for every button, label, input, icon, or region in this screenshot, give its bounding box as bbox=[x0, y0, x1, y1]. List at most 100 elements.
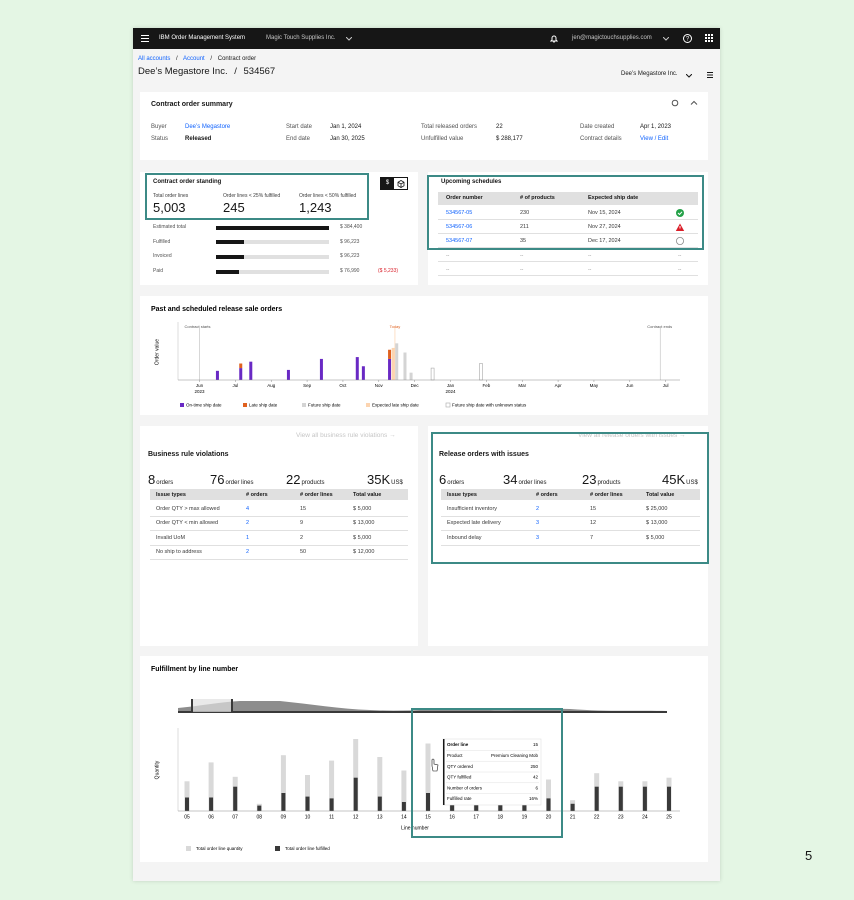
menu-icon[interactable] bbox=[141, 35, 149, 42]
x-tick-label: Apr bbox=[555, 383, 563, 388]
row-label: Fulfilled bbox=[153, 238, 171, 245]
bar bbox=[257, 805, 262, 811]
column-header: # order lines bbox=[590, 492, 623, 498]
cell: 9 bbox=[300, 520, 304, 527]
column-header: # order lines bbox=[300, 492, 333, 498]
cell[interactable]: 534567-06 bbox=[446, 224, 473, 230]
kpi-value: 35K bbox=[367, 472, 391, 487]
bar bbox=[215, 370, 219, 380]
bar bbox=[395, 343, 399, 380]
cell[interactable]: 534567-07 bbox=[446, 238, 473, 244]
apps-icon[interactable] bbox=[705, 34, 713, 42]
placeholder: -- bbox=[588, 267, 592, 273]
fulfillment-chart: Fulfillment by line number Quantity 05 06 07… bbox=[151, 666, 680, 851]
overflow-menu[interactable] bbox=[707, 72, 713, 78]
view-all-link[interactable]: View all release orders with issues → bbox=[578, 432, 686, 439]
column-header: # orders bbox=[246, 492, 268, 498]
legend-swatch bbox=[302, 403, 306, 407]
bar bbox=[216, 225, 329, 230]
card-title: Contract order summary bbox=[151, 101, 233, 108]
kpi: 8orders bbox=[148, 471, 173, 489]
annotation-label: Contract ends bbox=[647, 324, 672, 329]
x-tick-label: 12 bbox=[353, 814, 359, 820]
tooltip-label: Order line bbox=[447, 742, 469, 747]
legend-swatch bbox=[275, 846, 280, 851]
row-extra: ($ 5,233) bbox=[378, 268, 399, 275]
cell[interactable]: 534567-05 bbox=[446, 210, 473, 216]
x-tick-label: 25 bbox=[666, 814, 672, 820]
row-divider bbox=[441, 516, 700, 517]
kpi: 76order lines bbox=[210, 471, 253, 489]
x-tick-label: 21 bbox=[570, 814, 576, 820]
bar bbox=[522, 802, 527, 811]
x-tick-label: 23 bbox=[618, 814, 624, 820]
cell: Nov 27, 2024 bbox=[588, 224, 621, 230]
user-menu[interactable]: jen@magictouchsupplies.com bbox=[572, 35, 652, 41]
legend-swatch bbox=[243, 403, 247, 407]
cell: 12 bbox=[590, 520, 597, 527]
tooltip-label: Fulfilled rate bbox=[447, 796, 472, 801]
legend-label: Late ship date bbox=[249, 403, 278, 408]
toggle-currency[interactable]: $ bbox=[381, 178, 394, 189]
legend-swatch bbox=[445, 402, 451, 408]
bar bbox=[216, 240, 245, 245]
breadcrumb-link[interactable]: Account bbox=[183, 56, 205, 62]
org-switcher[interactable]: Magic Touch Supplies Inc. bbox=[266, 35, 336, 41]
cell[interactable]: 3 bbox=[536, 534, 540, 541]
kpi: 6orders bbox=[439, 471, 464, 489]
kpi-unit: order lines bbox=[518, 480, 547, 486]
x-tick-label: 19 bbox=[522, 814, 528, 820]
cell[interactable]: 4 bbox=[246, 506, 250, 512]
cell: 35 bbox=[520, 238, 527, 244]
view-toggle[interactable]: $ bbox=[380, 177, 408, 190]
bar bbox=[618, 786, 623, 811]
bar bbox=[403, 352, 407, 380]
bar bbox=[498, 802, 503, 811]
notification-icon[interactable] bbox=[550, 34, 558, 43]
toggle-units[interactable] bbox=[397, 180, 405, 188]
help-icon[interactable]: ? bbox=[683, 34, 692, 43]
status-icons bbox=[675, 209, 685, 245]
view-all-link[interactable]: View all business rule violations → bbox=[296, 432, 396, 439]
kpi-value: 23 bbox=[582, 472, 597, 487]
field-value[interactable]: View / Edit bbox=[640, 136, 669, 142]
bar bbox=[305, 796, 310, 811]
chevron bbox=[663, 37, 669, 41]
cell[interactable]: 2 bbox=[536, 506, 540, 512]
overview-brush[interactable] bbox=[192, 699, 232, 712]
column-header: # orders bbox=[536, 492, 558, 498]
x-tick-label: 09 bbox=[281, 814, 287, 820]
field-value: $ 288,177 bbox=[496, 136, 523, 142]
bar bbox=[353, 777, 358, 811]
column-header: Expected ship date bbox=[588, 195, 639, 201]
annotation-label: Today bbox=[390, 324, 401, 329]
cell[interactable]: 3 bbox=[536, 520, 540, 527]
bar bbox=[594, 786, 599, 811]
brush-handle[interactable] bbox=[191, 699, 193, 712]
kpi-unit: orders bbox=[156, 480, 174, 486]
breadcrumb: All accounts / Account / Contract order bbox=[138, 56, 256, 62]
kpi-value: 22 bbox=[286, 472, 301, 487]
card-actions[interactable] bbox=[671, 99, 701, 107]
cell: Insufficient inventory bbox=[447, 506, 498, 512]
cell[interactable]: 2 bbox=[246, 520, 250, 527]
kpi: 45KUS$ bbox=[662, 471, 698, 489]
page-title: Dee’s Megastore Inc. / 534567 bbox=[138, 66, 275, 77]
cell[interactable]: 2 bbox=[246, 549, 250, 556]
cell: Order QTY > max allowed bbox=[156, 506, 220, 512]
x-tick-label: 07 bbox=[232, 814, 238, 820]
legend-label: On-time ship date bbox=[186, 403, 222, 408]
x-tick-label: 05 bbox=[184, 814, 190, 820]
x-tick-label: 22 bbox=[594, 814, 600, 820]
violations-card: View all business rule violations → Busin… bbox=[140, 426, 418, 646]
bar bbox=[233, 786, 238, 811]
breadcrumb-link[interactable]: All accounts bbox=[138, 56, 171, 62]
tooltip-label: Number of orders bbox=[447, 785, 483, 790]
account-switcher[interactable]: Dee’s Megastore Inc. bbox=[621, 71, 678, 77]
cell[interactable]: 1 bbox=[246, 534, 250, 541]
brush-handle[interactable] bbox=[231, 699, 233, 712]
legend-swatch bbox=[186, 846, 191, 851]
x-tick-label: 20 bbox=[546, 814, 552, 820]
field-value[interactable]: Dee’s Megastore bbox=[185, 124, 231, 130]
